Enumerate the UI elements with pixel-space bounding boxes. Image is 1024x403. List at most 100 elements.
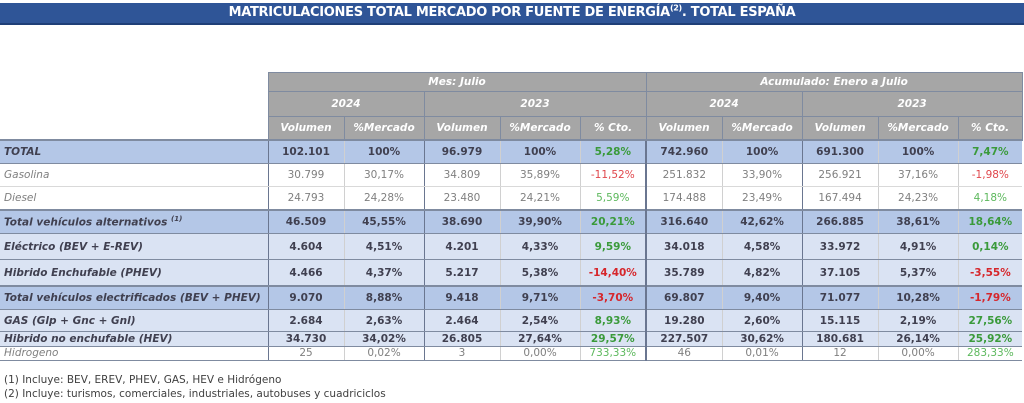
row-label-text: Total vehículos alternativos	[4, 216, 171, 229]
title-text-end: . TOTAL ESPAÑA	[681, 5, 796, 20]
row-label-text: Hidrogeno	[4, 347, 59, 359]
column-header: %Mercado	[343, 116, 425, 141]
volume-cell: 33.972	[801, 233, 879, 260]
market-share-cell: 9,71%	[499, 285, 580, 310]
row-label-text: GAS (Glp + Gnc + Gnl)	[4, 314, 136, 327]
market-share-cell: 4,91%	[877, 233, 959, 260]
market-share-cell: 39,90%	[499, 209, 580, 234]
volume-cell: 12	[801, 346, 879, 361]
table-row: Hidrogeno 25 0,02% 3 0,00% 733,33% 46 0,01% 12 0,…	[0, 346, 1023, 361]
volume-cell: 26.805	[423, 331, 500, 347]
growth-cell: -3,70%	[579, 285, 647, 310]
volume-cell: 174.488	[645, 186, 723, 211]
volume-cell: 251.832	[645, 163, 723, 187]
volume-cell: 25	[267, 346, 344, 361]
row-label-text: Hibrido Enchufable (PHEV)	[4, 266, 162, 279]
market-share-cell: 23,49%	[721, 186, 803, 211]
row-label-text: Total vehículos electrificados (BEV + PH…	[4, 292, 261, 304]
row-label: Diesel	[0, 186, 268, 211]
row-label-text: Eléctrico (BEV + E-REV)	[4, 240, 143, 253]
market-share-cell: 2,54%	[499, 309, 580, 332]
row-label: Hidrogeno	[0, 346, 268, 361]
row-label: TOTAL	[0, 139, 268, 164]
market-share-cell: 42,62%	[721, 209, 803, 234]
column-header: Volumen	[423, 116, 501, 141]
growth-cell: 25,92%	[957, 331, 1023, 347]
growth-cell: -1,98%	[957, 163, 1023, 187]
growth-cell: 4,18%	[957, 186, 1023, 211]
volume-cell: 167.494	[801, 186, 879, 211]
title-superscript: (2)	[669, 3, 682, 13]
registrations-table: Mes: Julio Acumulado: Enero a Julio 2024…	[0, 72, 1023, 361]
market-share-cell: 4,58%	[721, 233, 803, 260]
row-label: Total vehículos electrificados (BEV + PH…	[0, 285, 268, 310]
table-row: TOTAL 102.101 100% 96.979 100% 5,28% 742.960 10…	[0, 139, 1023, 164]
growth-cell: -14,40%	[579, 259, 647, 287]
growth-cell: 8,93%	[579, 309, 647, 332]
market-share-cell: 2,19%	[877, 309, 959, 332]
market-share-cell: 24,21%	[499, 186, 580, 211]
market-share-cell: 100%	[499, 139, 580, 164]
volume-cell: 4.466	[267, 259, 344, 287]
volume-cell: 35.789	[645, 259, 723, 287]
volume-cell: 30.799	[267, 163, 344, 187]
header-group-month: Mes: Julio	[267, 72, 647, 92]
volume-cell: 266.885	[801, 209, 879, 234]
growth-cell: 283,33%	[957, 346, 1023, 361]
column-header: % Cto.	[579, 116, 647, 141]
volume-cell: 37.105	[801, 259, 879, 287]
volume-cell: 4.604	[267, 233, 344, 260]
row-label: Hibrido Enchufable (PHEV)	[0, 259, 268, 287]
column-header: %Mercado	[877, 116, 959, 141]
table-row: Diesel 24.793 24,28% 23.480 24,21% 5,59% 174.4…	[0, 186, 1023, 211]
volume-cell: 102.101	[267, 139, 344, 164]
growth-cell: 5,59%	[579, 186, 647, 211]
market-share-cell: 0,02%	[343, 346, 424, 361]
growth-cell: 7,47%	[957, 139, 1023, 164]
volume-cell: 256.921	[801, 163, 879, 187]
growth-cell: -3,55%	[957, 259, 1023, 287]
column-header: %Mercado	[721, 116, 803, 141]
volume-cell: 5.217	[423, 259, 500, 287]
header-row-years: 2024 2023 2024 2023	[0, 91, 1023, 117]
volume-cell: 742.960	[645, 139, 723, 164]
volume-cell: 180.681	[801, 331, 879, 347]
volume-cell: 34.809	[423, 163, 500, 187]
table-row: Total vehículos alternativos (1) 46.509 45…	[0, 209, 1023, 234]
column-header: Volumen	[267, 116, 345, 141]
volume-cell: 2.464	[423, 309, 500, 332]
row-label-text: Gasolina	[4, 169, 50, 181]
market-share-cell: 30,62%	[721, 331, 803, 347]
market-share-cell: 38,61%	[877, 209, 959, 234]
market-share-cell: 100%	[877, 139, 959, 164]
market-share-cell: 0,01%	[721, 346, 803, 361]
growth-cell: 27,56%	[957, 309, 1023, 332]
growth-cell: 733,33%	[579, 346, 647, 361]
market-share-cell: 26,14%	[877, 331, 959, 347]
growth-cell: 9,59%	[579, 233, 647, 260]
market-share-cell: 34,02%	[343, 331, 424, 347]
growth-cell: 0,14%	[957, 233, 1023, 260]
column-header: % Cto.	[957, 116, 1023, 141]
market-share-cell: 4,82%	[721, 259, 803, 287]
market-share-cell: 2,63%	[343, 309, 424, 332]
volume-cell: 71.077	[801, 285, 879, 310]
header-year: 2023	[423, 91, 647, 117]
row-label: Eléctrico (BEV + E-REV)	[0, 233, 268, 260]
table-title: MATRICULACIONES TOTAL MERCADO POR FUENTE…	[0, 3, 1024, 25]
header-group-cumulative: Acumulado: Enero a Julio	[645, 72, 1023, 92]
row-label: Hibrido no enchufable (HEV)	[0, 331, 268, 347]
volume-cell: 316.640	[645, 209, 723, 234]
header-year: 2024	[645, 91, 803, 117]
market-share-cell: 4,33%	[499, 233, 580, 260]
header-year: 2024	[267, 91, 425, 117]
growth-cell: -1,79%	[957, 285, 1023, 310]
volume-cell: 34.730	[267, 331, 344, 347]
market-share-cell: 5,37%	[877, 259, 959, 287]
volume-cell: 227.507	[645, 331, 723, 347]
market-share-cell: 27,64%	[499, 331, 580, 347]
footnote-1: (1) Incluye: BEV, EREV, PHEV, GAS, HEV e…	[4, 374, 282, 386]
volume-cell: 23.480	[423, 186, 500, 211]
footnote-ref: (1)	[171, 215, 183, 224]
volume-cell: 4.201	[423, 233, 500, 260]
